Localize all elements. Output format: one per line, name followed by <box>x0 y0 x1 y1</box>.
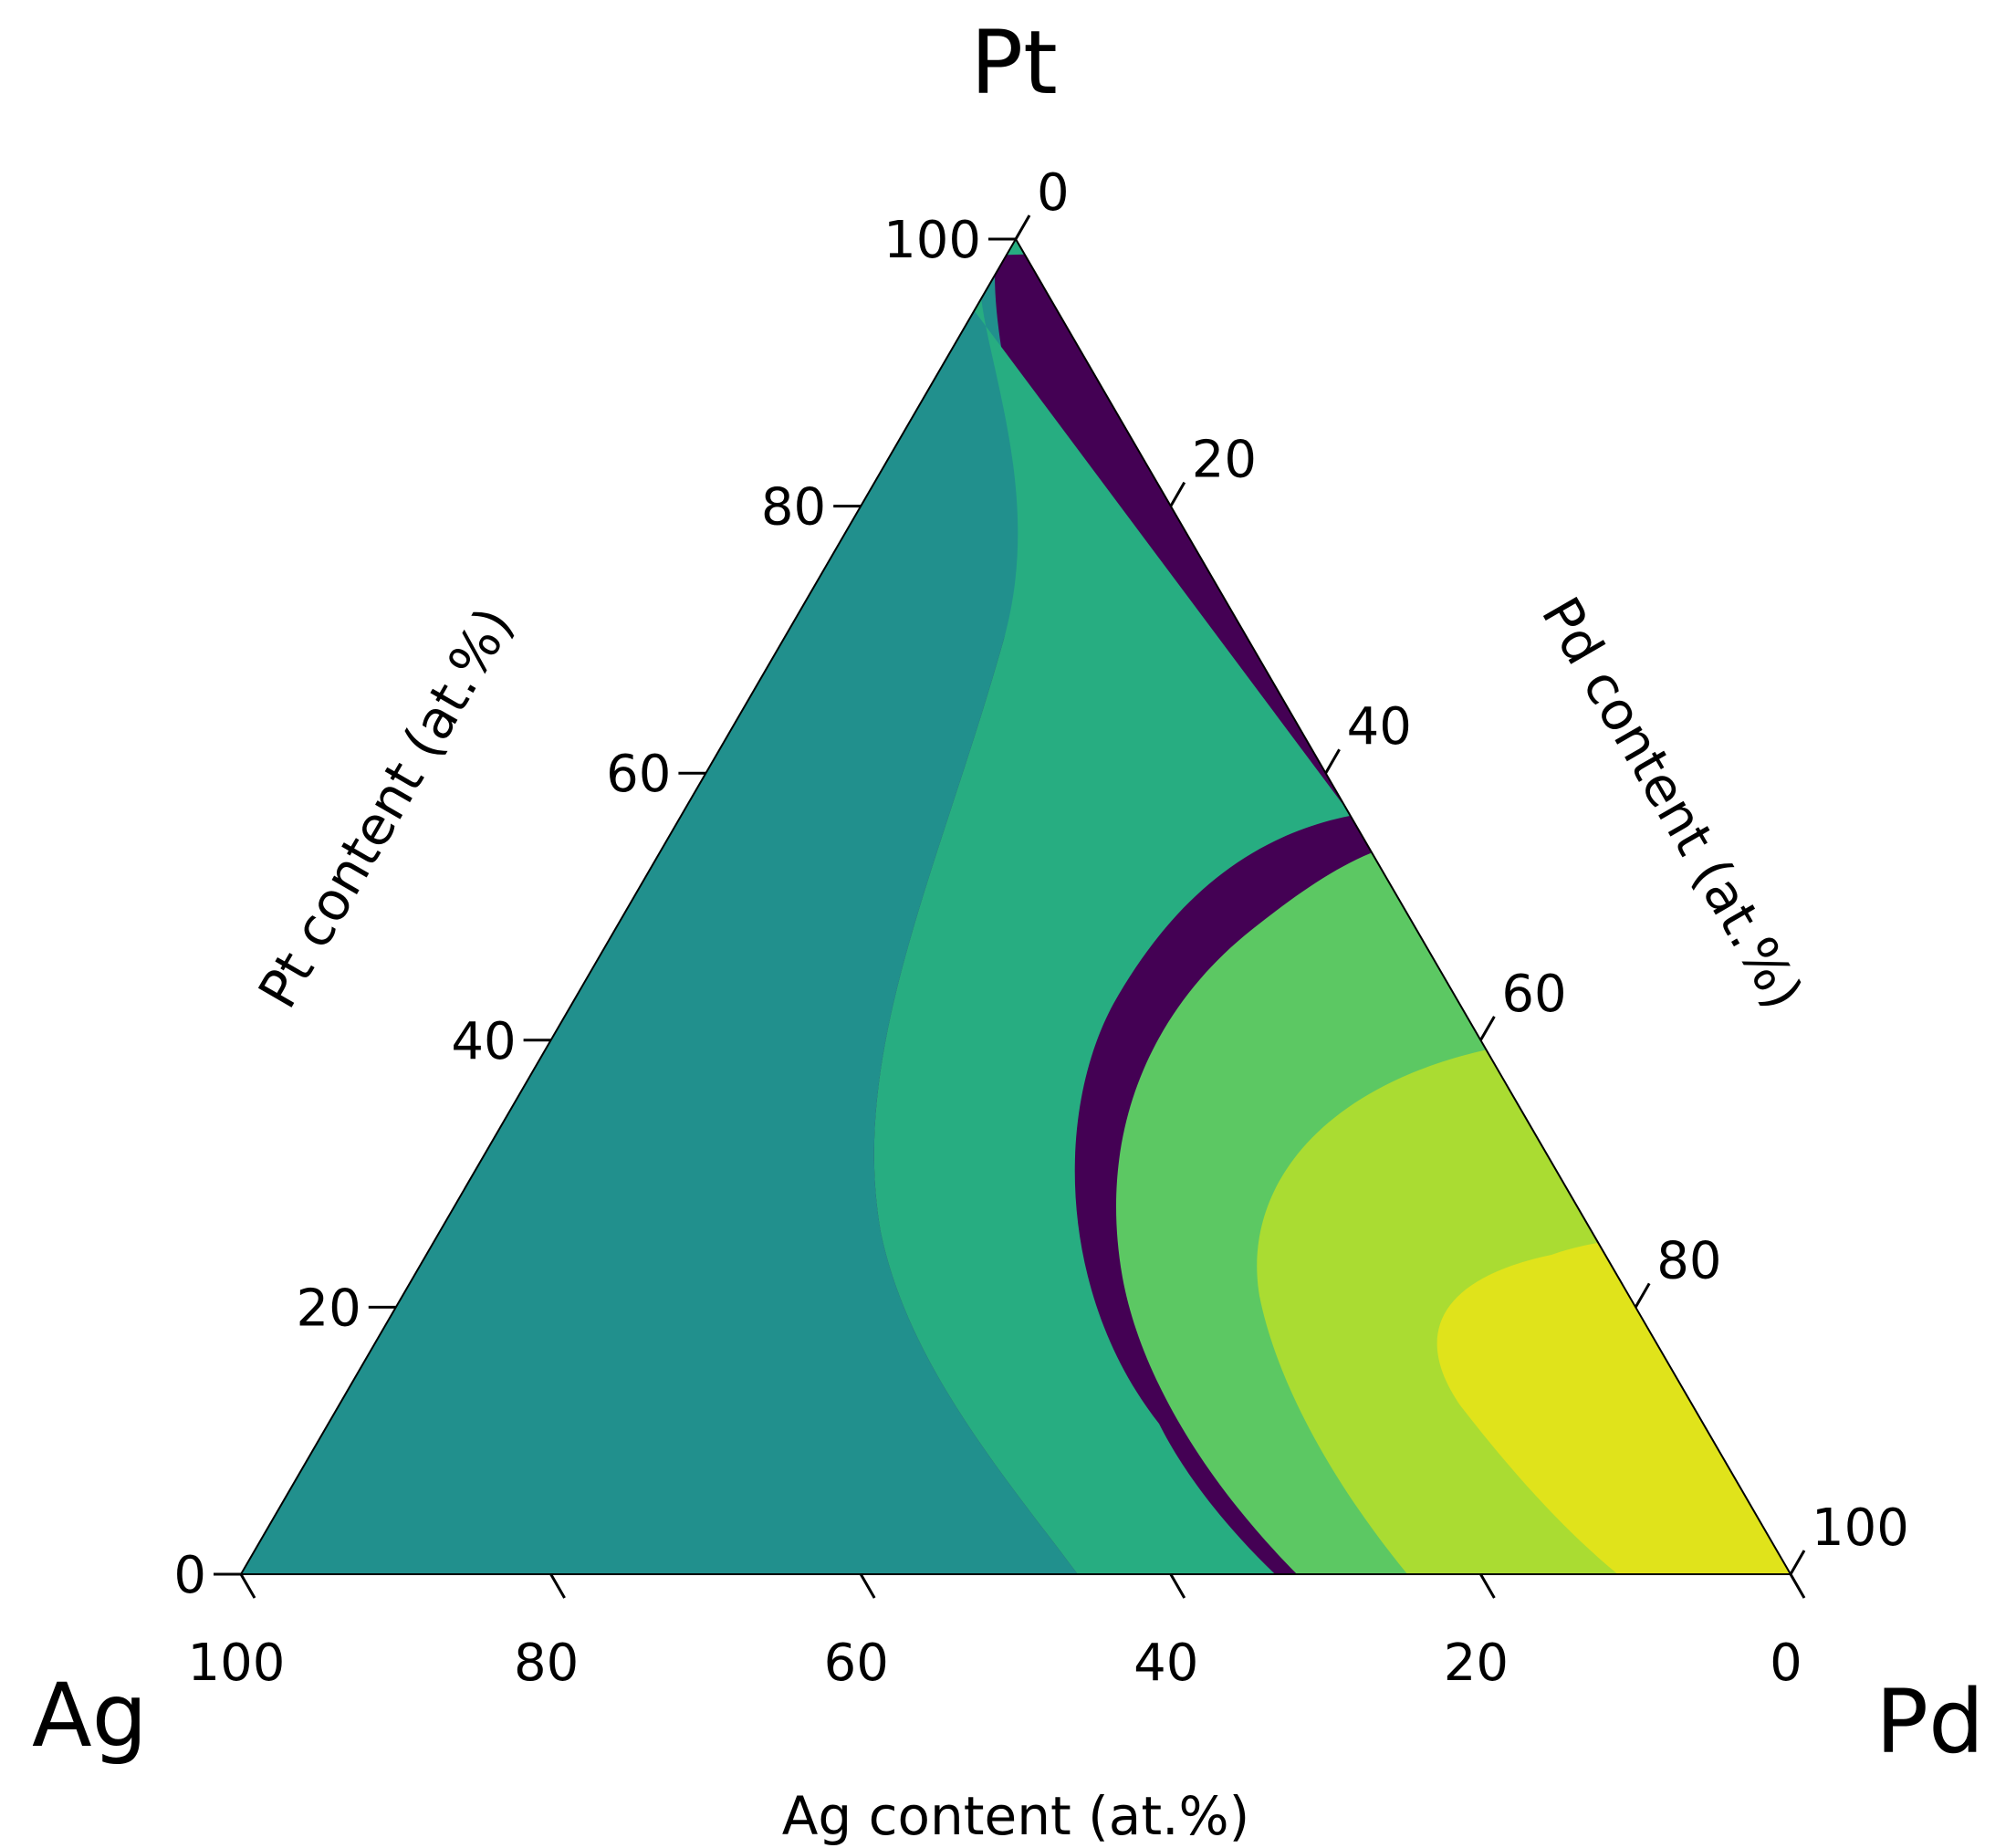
left-axis-tick-label-4: 80 <box>761 478 826 538</box>
bottom-axis-tick-label-4: 20 <box>1444 1634 1509 1693</box>
right-axis-tick-0 <box>1014 214 1031 240</box>
right-axis-tick-2 <box>1324 748 1341 774</box>
right-axis-title: Pd content (at.%) <box>1530 587 1815 1019</box>
contour-band-7 <box>873 239 1791 1574</box>
triangle-outline <box>239 237 1792 1575</box>
left-axis-tick-label-3: 60 <box>606 745 671 804</box>
left-axis-tick-label-0: 0 <box>173 1546 206 1605</box>
right-axis-tick-label-1: 20 <box>1192 431 1257 490</box>
bottom-axis-tick-label-2: 60 <box>824 1634 889 1693</box>
corner-label-top: Pt <box>970 12 1058 114</box>
left-axis-tick-label-1: 20 <box>297 1279 361 1338</box>
left-axis-tick-label-5: 100 <box>883 211 981 270</box>
right-axis-tick-1 <box>1169 481 1186 507</box>
left-axis-ticks: 0 20 40 60 80 100 <box>173 211 1016 1605</box>
right-axis-tick-label-5: 100 <box>1812 1498 1909 1558</box>
bottom-axis-tick-3 <box>1169 1573 1186 1599</box>
bottom-axis-tick-label-3: 40 <box>1133 1634 1198 1693</box>
bottom-axis-tick-label-5: 0 <box>1770 1634 1802 1693</box>
bottom-axis-title: Ag content (at.%) <box>782 1785 1250 1847</box>
bottom-axis-tick-4 <box>1479 1573 1496 1599</box>
bottom-axis-ticks: 100 80 60 40 20 0 <box>188 1573 1806 1693</box>
corner-label-right: Pd <box>1875 1671 1984 1773</box>
bottom-axis-tick-0 <box>239 1573 256 1599</box>
left-axis-title: Pt content (at.%) <box>246 597 526 1018</box>
bottom-axis-tick-1 <box>549 1573 566 1599</box>
bottom-axis-tick-2 <box>859 1573 876 1599</box>
right-axis-tick-label-0: 0 <box>1037 163 1070 223</box>
right-axis-tick-label-2: 40 <box>1347 697 1412 757</box>
right-axis-tick-label-4: 80 <box>1656 1231 1721 1290</box>
bottom-axis-tick-5 <box>1789 1573 1806 1599</box>
right-axis-tick-4 <box>1634 1282 1651 1309</box>
right-axis-tick-label-3: 60 <box>1501 965 1566 1024</box>
bottom-axis-tick-label-0: 100 <box>188 1634 286 1693</box>
right-axis-ticks: 0 20 40 60 80 100 <box>1014 163 1909 1575</box>
left-axis-tick-label-2: 40 <box>451 1012 516 1071</box>
corner-label-left: Ag <box>32 1665 148 1767</box>
right-axis-tick-5 <box>1789 1550 1806 1575</box>
bottom-axis-tick-label-1: 80 <box>514 1634 579 1693</box>
right-axis-tick-3 <box>1479 1016 1496 1041</box>
